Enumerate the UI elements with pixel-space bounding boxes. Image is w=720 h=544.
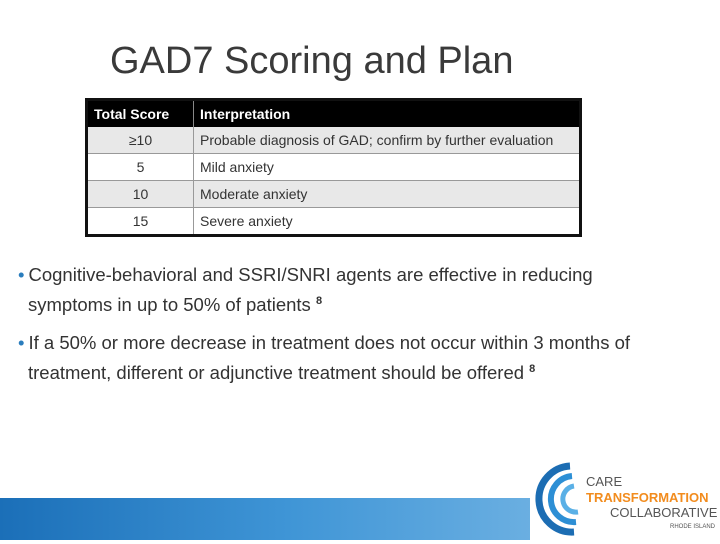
logo-swirl — [547, 473, 577, 526]
table-body: ≥10 Probable diagnosis of GAD; confirm by… — [86, 127, 581, 236]
table-cell: ≥10 — [86, 127, 194, 154]
logo-text: TRANSFORMATION — [586, 490, 709, 505]
logo-text: COLLABORATIVE — [610, 505, 718, 520]
slide-title: GAD7 Scoring and Plan — [110, 40, 514, 82]
table-cell: Severe anxiety — [193, 207, 581, 236]
table-cell: Moderate anxiety — [193, 180, 581, 208]
header-cell: Interpretation — [193, 99, 581, 127]
bullet: Cognitive-behavioral and SSRI/SNRI agent… — [18, 262, 678, 318]
reference: 8 — [315, 295, 323, 307]
score-table: Total Score Interpretation ≥10 Probable d… — [85, 98, 582, 237]
header-row: Total Score Interpretation — [86, 99, 581, 127]
header-cell: Total Score — [86, 99, 194, 127]
logo-graphic: CARE TRANSFORMATION COLLABORATIVE RHODE … — [535, 462, 718, 536]
table-cell: Mild anxiety — [193, 153, 581, 181]
logo-swirl — [560, 483, 579, 515]
bullet-text: Cognitive-behavioral and SSRI/SNRI agent… — [28, 264, 593, 316]
table-cell: 15 — [86, 207, 194, 236]
logo-text: CARE — [586, 474, 622, 489]
table-cell: Probable diagnosis of GAD; confirm by fu… — [193, 127, 581, 154]
reference: 8 — [529, 363, 536, 376]
logo: CARE TRANSFORMATION COLLABORATIVE RHODE … — [530, 458, 720, 540]
table-row: 15 Severe anxiety — [86, 207, 581, 236]
table-row: 10 Moderate anxiety — [86, 180, 581, 208]
table-cell: 10 — [86, 180, 194, 208]
bullet: If a 50% or more decrease in treatment d… — [18, 330, 678, 386]
table-row: 5 Mild anxiety — [86, 153, 581, 181]
table-cell: 5 — [86, 153, 194, 181]
logo-text: RHODE ISLAND — [670, 524, 716, 530]
logo-swirl — [535, 462, 575, 536]
table-row: ≥10 Probable diagnosis of GAD; confirm by… — [86, 127, 581, 154]
bullet-text: If a 50% or more decrease in treatment d… — [28, 332, 631, 384]
bullet-list: Cognitive-behavioral and SSRI/SNRI agent… — [18, 262, 678, 398]
